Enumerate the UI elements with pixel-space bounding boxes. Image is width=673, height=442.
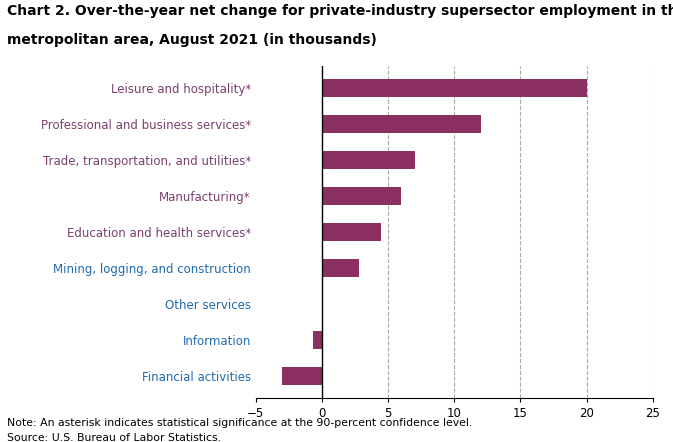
- Bar: [313, 331, 322, 349]
- Bar: [282, 367, 322, 385]
- Text: metropolitan area, August 2021 (in thousands): metropolitan area, August 2021 (in thous…: [7, 33, 377, 47]
- Bar: [322, 115, 481, 133]
- Bar: [322, 259, 359, 277]
- Bar: [322, 223, 382, 241]
- Text: Note: An asterisk indicates statistical significance at the 90-percent confidenc: Note: An asterisk indicates statistical …: [7, 418, 472, 428]
- Bar: [322, 187, 401, 205]
- Bar: [322, 151, 415, 169]
- Text: Source: U.S. Bureau of Labor Statistics.: Source: U.S. Bureau of Labor Statistics.: [7, 433, 221, 442]
- Text: Chart 2. Over-the-year net change for private-industry supersector employment in: Chart 2. Over-the-year net change for pr…: [7, 4, 673, 19]
- Bar: [322, 79, 587, 97]
